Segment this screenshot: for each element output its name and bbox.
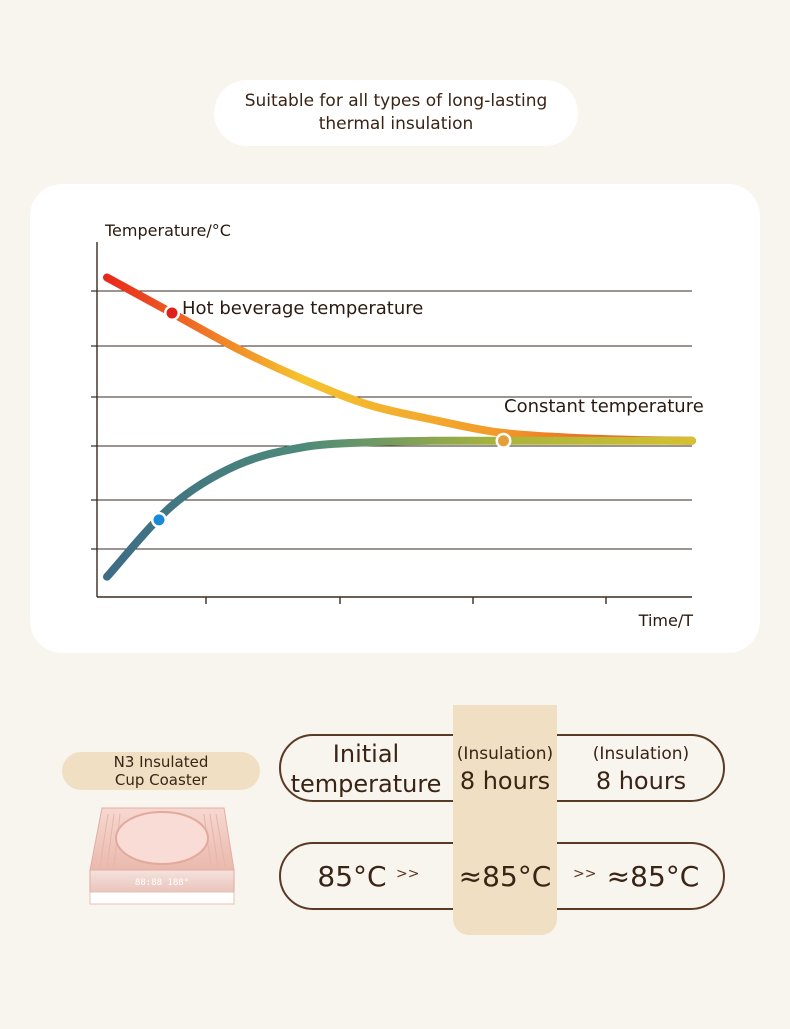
header-insulation-1-line-1: (Insulation): [456, 744, 554, 764]
value-initial-text: 85°C: [317, 860, 387, 893]
header-insulation-1-line-2: 8 hours: [459, 767, 551, 795]
x-axis-label: Time/T: [638, 611, 694, 630]
product-label-line-1: N3 Insulated: [113, 753, 209, 771]
marker-point: [166, 307, 178, 319]
header-pill: Suitable for all types of long-lasting t…: [214, 80, 578, 146]
cup-coaster-image: 88:88 188°: [89, 807, 235, 905]
product-label-line-2: Cup Coaster: [114, 771, 208, 789]
y-axis-label: Temperature/°C: [104, 221, 231, 240]
series-line-1: [103, 436, 696, 581]
header-line-1: Suitable for all types of long-lasting: [244, 91, 548, 111]
value-insulation-2-text: ≈85°C: [606, 860, 700, 893]
axes: [91, 242, 692, 604]
header-insulation-2-line-2: 8 hours: [595, 767, 687, 795]
grid-lines: [97, 290, 692, 550]
header-initial-line-1: Initial: [332, 740, 400, 768]
highlight-column: [453, 705, 557, 935]
header-insulation-1: (Insulation) 8 hours: [453, 736, 557, 802]
annotation-hot-beverage: Hot beverage temperature: [182, 298, 423, 319]
header-initial: Initial temperature: [282, 736, 450, 802]
marker-point: [153, 514, 165, 526]
chart-card: Temperature/°C Time/T Hot beverage tempe…: [30, 184, 760, 653]
header-insulation-2: (Insulation) 8 hours: [557, 736, 725, 802]
annotation-constant-temperature: Constant temperature: [504, 396, 704, 417]
value-insulation-1: ≈85°C: [453, 844, 557, 910]
arrow-1: >>: [396, 866, 420, 882]
device-display: 88:88 188°: [135, 878, 189, 888]
header-insulation-2-line-1: (Insulation): [592, 744, 690, 764]
arrow-2: >>: [573, 866, 597, 882]
value-initial: 85°C: [282, 844, 422, 910]
series-layer: [103, 273, 696, 581]
value-insulation-2: ≈85°C: [598, 844, 708, 910]
value-insulation-1-text: ≈85°C: [458, 860, 552, 893]
marker-layer: [151, 305, 512, 528]
marker-point: [498, 435, 509, 447]
temperature-chart: Temperature/°C Time/T Hot beverage tempe…: [91, 221, 704, 630]
product-label: N3 Insulated Cup Coaster: [62, 752, 260, 790]
header-line-2: thermal insulation: [318, 114, 474, 134]
header-initial-line-2: temperature: [290, 770, 442, 798]
